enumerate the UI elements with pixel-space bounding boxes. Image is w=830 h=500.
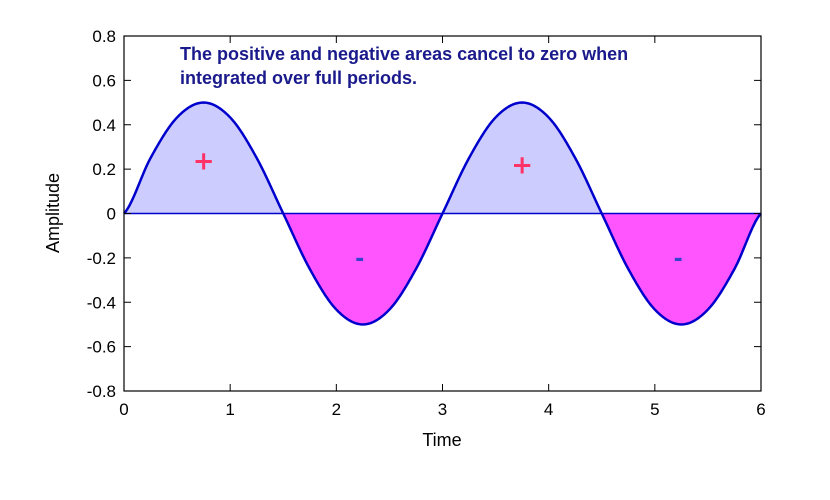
minus-sign-label: -: [674, 247, 683, 272]
y-tick-label: -0.2: [87, 249, 116, 268]
x-tick-label: 5: [650, 400, 659, 419]
x-tick-label: 6: [756, 400, 765, 419]
y-axis-title: Amplitude: [43, 173, 63, 253]
y-tick-label: -0.4: [87, 293, 116, 312]
y-tick-label: 0.4: [92, 116, 116, 135]
positive-area: [442, 102, 602, 214]
negative-area: [283, 213, 443, 325]
x-tick-label: 0: [119, 400, 128, 419]
x-tick-label: 1: [225, 400, 234, 419]
y-tick-label: 0.8: [92, 27, 116, 46]
y-tick-label: 0.6: [92, 71, 116, 90]
x-tick-label: 3: [438, 400, 447, 419]
annotation-line-2: integrated over full periods.: [180, 68, 417, 88]
y-tick-label: -0.8: [87, 382, 116, 401]
plus-sign-label: +: [511, 151, 533, 181]
y-tick-label: -0.6: [87, 338, 116, 357]
minus-sign-label: -: [355, 247, 364, 272]
y-tick-label: 0: [107, 205, 116, 224]
plus-sign-label: +: [193, 146, 215, 176]
x-axis-title: Time: [422, 430, 461, 450]
y-tick-label: 0.2: [92, 160, 116, 179]
area-fills: [124, 102, 761, 325]
positive-area: [124, 102, 284, 214]
series-line: [123, 101, 762, 326]
y-axis: 0.8 0.6 0.4 0.2 0 -0.2 -0.4 -0.6 -0.8: [87, 27, 761, 401]
x-tick-label: 2: [332, 400, 341, 419]
sign-markers: + - + -: [193, 146, 683, 272]
x-axis: 0 1 2 3 4 5 6: [119, 36, 766, 419]
annotation-line-1: The positive and negative areas cancel t…: [180, 44, 628, 64]
negative-area: [601, 213, 761, 325]
x-tick-label: 4: [544, 400, 553, 419]
